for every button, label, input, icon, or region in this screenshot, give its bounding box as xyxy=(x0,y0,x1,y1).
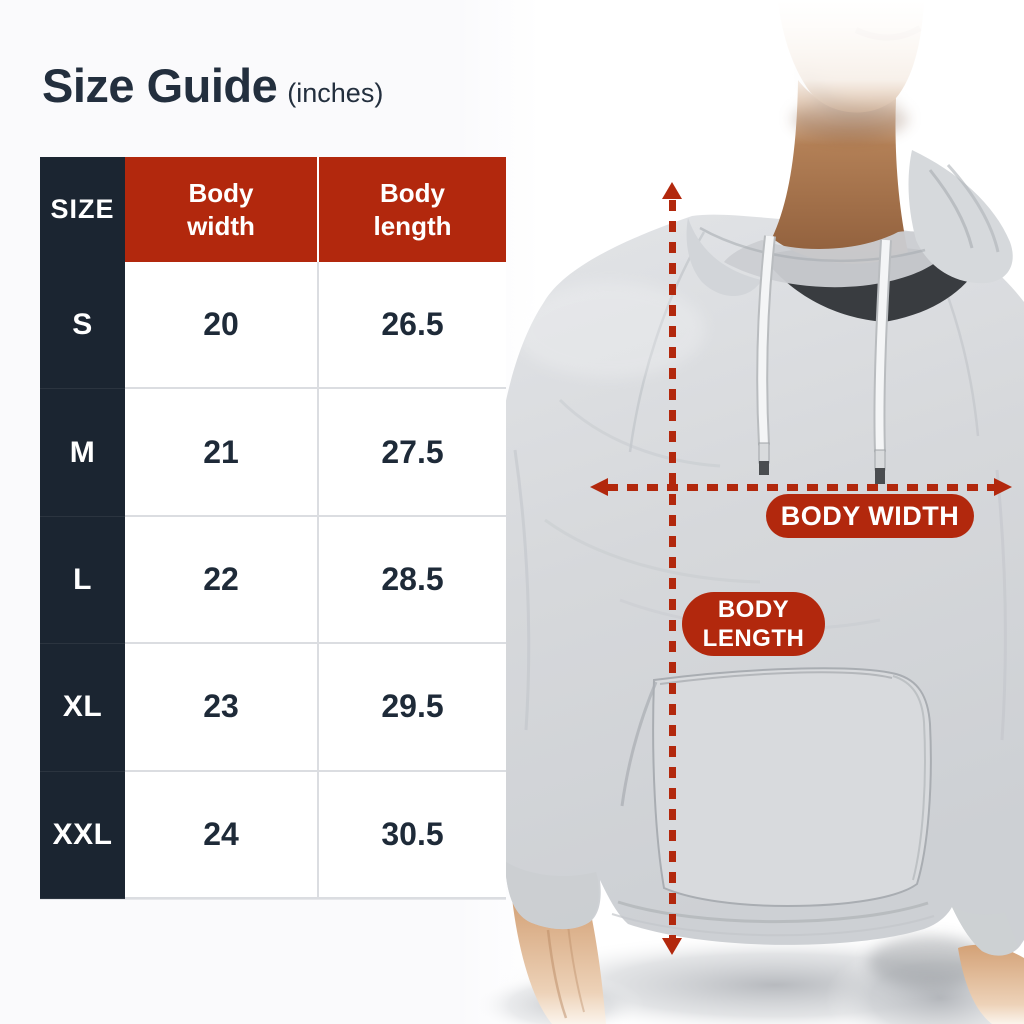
size-table: SIZE Body width Body length S 20 26.5 M … xyxy=(40,157,506,900)
table-cell-body-width: 22 xyxy=(125,516,319,645)
body-length-measure-line xyxy=(669,200,676,940)
table-cell-body-width: 20 xyxy=(125,262,319,390)
table-cell-body-length: 28.5 xyxy=(319,516,506,645)
table-cell-body-length: 27.5 xyxy=(319,389,506,517)
table-row-size-label: XL xyxy=(40,644,125,772)
table-cell-body-length: 29.5 xyxy=(319,644,506,772)
table-row-size-label: L xyxy=(40,516,125,645)
arrow-down-icon xyxy=(662,938,682,955)
page-title-unit: (inches) xyxy=(287,78,384,108)
table-row-size-label: M xyxy=(40,389,125,517)
column-header-body-width: Body width xyxy=(125,157,319,262)
page-title-text: Size Guide xyxy=(42,59,278,112)
body-width-measure-line xyxy=(607,484,995,491)
table-cell-body-width: 24 xyxy=(125,771,319,899)
table-cell-body-width: 21 xyxy=(125,389,319,517)
table-cell-body-width: 23 xyxy=(125,644,319,772)
arrow-left-icon xyxy=(590,478,608,496)
column-header-size: SIZE xyxy=(40,157,125,262)
table-cell-body-length: 26.5 xyxy=(319,262,506,390)
page-title: Size Guide (inches) xyxy=(42,58,383,113)
arrow-up-icon xyxy=(662,182,682,199)
table-row-size-label: S xyxy=(40,262,125,390)
arrow-right-icon xyxy=(994,478,1012,496)
table-row-size-label: XXL xyxy=(40,771,125,899)
column-header-body-length: Body length xyxy=(319,157,506,262)
body-length-badge: BODY LENGTH xyxy=(682,592,825,656)
table-cell-body-length: 30.5 xyxy=(319,771,506,899)
body-width-badge: BODY WIDTH xyxy=(766,494,974,538)
